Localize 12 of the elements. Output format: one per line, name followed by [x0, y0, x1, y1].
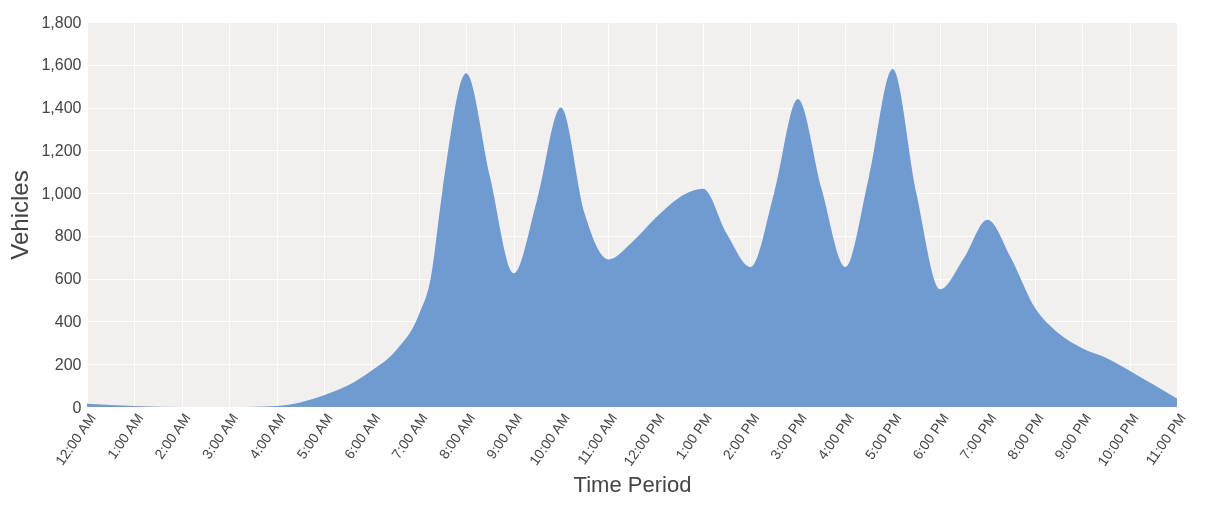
y-tick-label: 1,400	[41, 99, 82, 117]
y-tick-label: 400	[54, 312, 82, 330]
y-tick-label: 1,600	[41, 56, 82, 74]
y-tick-label: 800	[54, 227, 82, 245]
y-tick-label: 1,800	[41, 13, 82, 31]
y-tick-label: 1,200	[41, 141, 82, 159]
y-tick-label: 1,000	[41, 184, 82, 202]
y-tick-label: 200	[54, 355, 82, 373]
y-axis-title: Vehicles	[6, 170, 34, 260]
y-tick-label: 0	[72, 398, 82, 416]
y-tick-label: 600	[54, 270, 82, 288]
x-axis-title: Time Period	[573, 471, 692, 497]
